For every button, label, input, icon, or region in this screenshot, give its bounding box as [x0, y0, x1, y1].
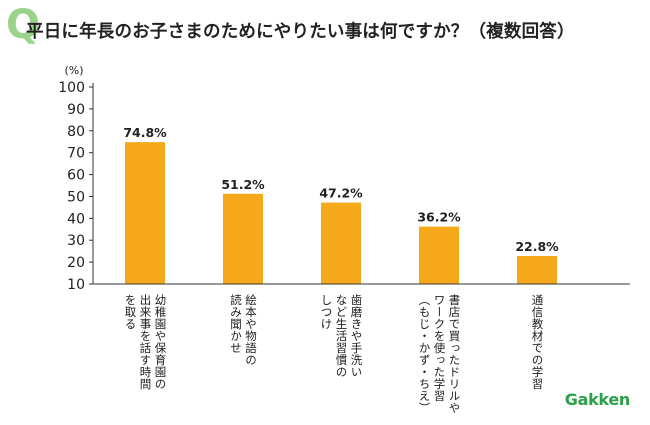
y-tick-label: 80: [67, 124, 85, 140]
y-tick-label: 20: [67, 255, 85, 271]
category-label: 通信教材での学習: [530, 294, 545, 390]
gakken-logo: Gakken: [564, 390, 631, 409]
y-tick-label: 90: [67, 102, 85, 118]
y-tick-label: 70: [67, 146, 85, 162]
q-mark-logo: Q: [6, 2, 41, 48]
y-tick-label: 30: [67, 233, 85, 249]
bar: [125, 142, 165, 284]
y-tick-label: 50: [67, 189, 85, 205]
bar-value-label: 51.2%: [221, 177, 265, 192]
y-tick-label: 100: [58, 80, 85, 96]
chart-title: 平日に年長のお子さまのためにやりたい事は何ですか？（複数回答）: [26, 22, 575, 42]
category-label: 幼稚園や保育園の 出来事を話す時間 を取る: [123, 294, 168, 390]
bar: [419, 226, 459, 284]
category-label: 絵本や物語の 読み聞かせ: [229, 294, 258, 366]
y-tick-label: 40: [67, 211, 85, 227]
bar: [517, 255, 557, 284]
category-label: 書店で買ったドリルや ワークを使った学習 （もじ・かず・ちえ）: [417, 294, 462, 414]
y-axis-unit-label: (%): [64, 64, 83, 77]
category-label: 歯磨きや手洗い など生活習慣の しつけ: [319, 294, 364, 378]
bar-value-label: 47.2%: [319, 186, 363, 201]
y-tick-label: 60: [67, 168, 85, 184]
bar: [321, 202, 361, 284]
bar: [223, 193, 263, 284]
bar-value-label: 74.8%: [123, 125, 167, 140]
bar-value-label: 22.8%: [515, 239, 559, 254]
bar-value-label: 36.2%: [417, 210, 461, 225]
y-tick-label: 10: [67, 277, 85, 293]
